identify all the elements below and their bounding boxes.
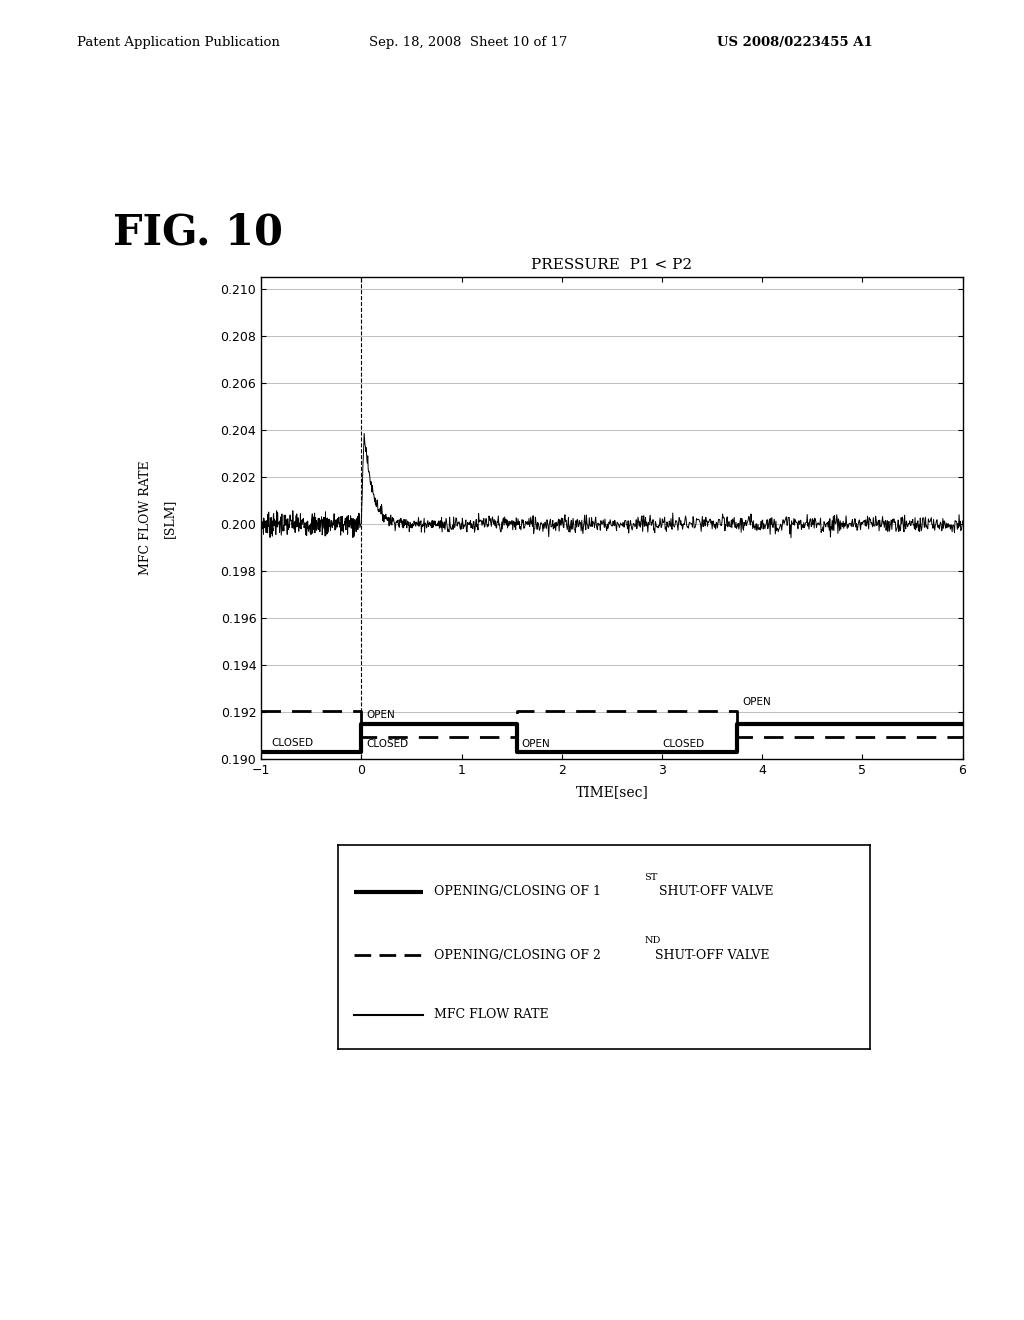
Text: [SLM]: [SLM]	[164, 499, 176, 537]
Text: ND: ND	[644, 936, 660, 945]
Text: Sep. 18, 2008  Sheet 10 of 17: Sep. 18, 2008 Sheet 10 of 17	[369, 36, 567, 49]
Title: PRESSURE  P1 < P2: PRESSURE P1 < P2	[531, 257, 692, 272]
Text: OPENING/CLOSING OF 1: OPENING/CLOSING OF 1	[434, 886, 601, 899]
Text: MFC FLOW RATE: MFC FLOW RATE	[139, 461, 152, 576]
Text: CLOSED: CLOSED	[271, 738, 313, 748]
Text: SHUT-OFF VALVE: SHUT-OFF VALVE	[654, 949, 769, 962]
Text: MFC FLOW RATE: MFC FLOW RATE	[434, 1008, 549, 1022]
Text: ST: ST	[644, 873, 657, 882]
Text: OPEN: OPEN	[367, 710, 395, 721]
Text: FIG. 10: FIG. 10	[113, 211, 283, 253]
X-axis label: TIME[sec]: TIME[sec]	[575, 785, 648, 799]
Text: Patent Application Publication: Patent Application Publication	[77, 36, 280, 49]
Text: SHUT-OFF VALVE: SHUT-OFF VALVE	[654, 886, 773, 899]
Text: OPENING/CLOSING OF 2: OPENING/CLOSING OF 2	[434, 949, 601, 962]
Text: US 2008/0223455 A1: US 2008/0223455 A1	[717, 36, 872, 49]
Text: OPEN: OPEN	[742, 697, 771, 708]
Text: CLOSED: CLOSED	[367, 739, 409, 748]
Text: OPEN: OPEN	[521, 739, 551, 748]
Text: CLOSED: CLOSED	[662, 739, 705, 748]
